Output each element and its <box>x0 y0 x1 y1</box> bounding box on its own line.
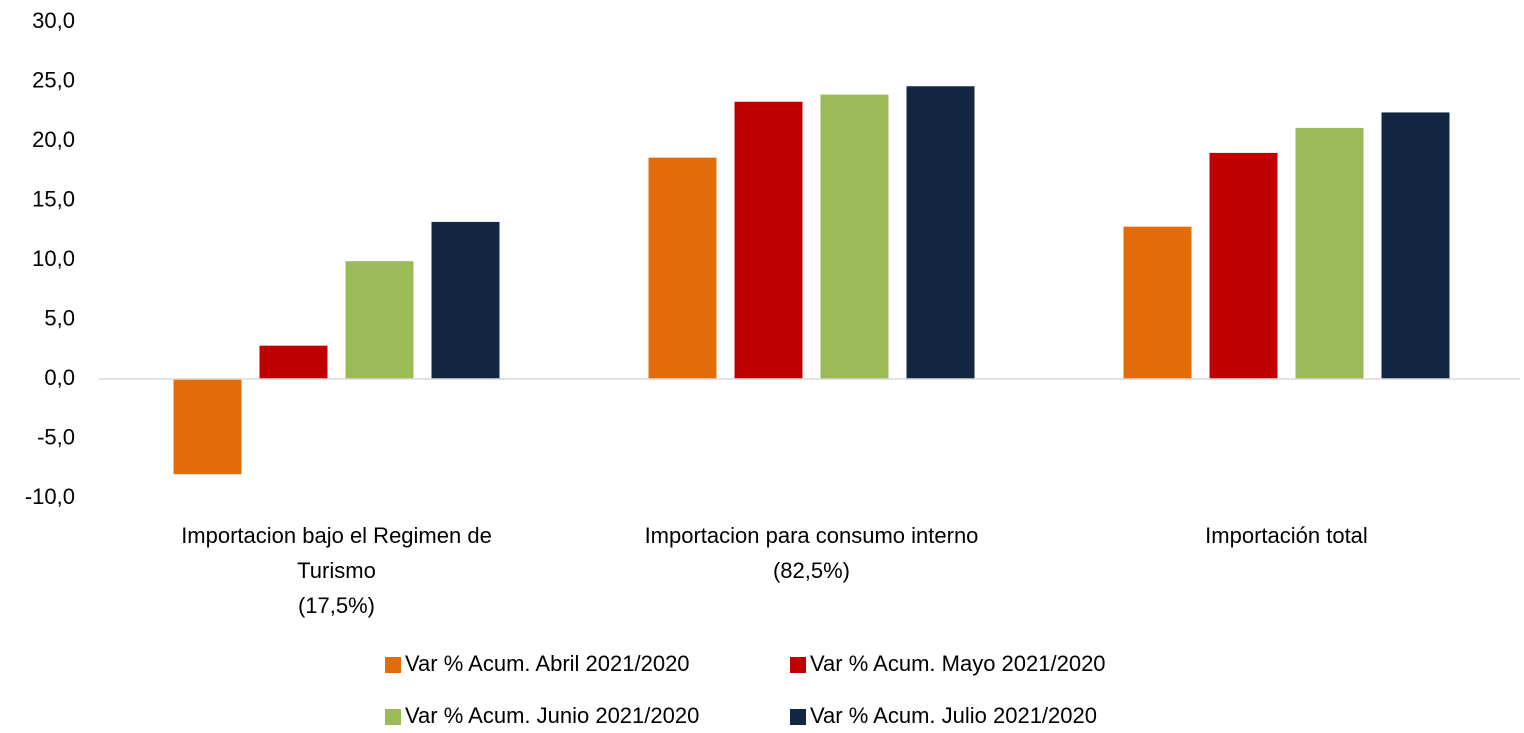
bar <box>1123 226 1192 379</box>
bar <box>906 86 975 379</box>
x-tick-label: Importacion para consumo interno (82,5%) <box>645 523 979 583</box>
bar <box>431 221 500 379</box>
y-tick-label: 0,0 <box>44 365 75 390</box>
legend-label: Var % Acum. Abril 2021/2020 <box>405 651 690 676</box>
y-tick-label: 10,0 <box>32 246 75 271</box>
x-tick-label: Importación total <box>1205 523 1368 548</box>
y-tick-label: 20,0 <box>32 127 75 152</box>
y-tick-label: -5,0 <box>37 424 75 449</box>
legend-swatch <box>790 657 806 673</box>
x-tick-label: Importacion bajo el Regimen de Turismo (17… <box>181 523 492 618</box>
y-tick-label: 15,0 <box>32 186 75 211</box>
legend-swatch <box>385 657 401 673</box>
y-tick-label: -10,0 <box>25 484 75 509</box>
bar <box>173 379 242 475</box>
bar <box>734 101 803 379</box>
bar <box>1295 127 1364 379</box>
legend-label: Var % Acum. Junio 2021/2020 <box>405 703 699 728</box>
legend-label: Var % Acum. Mayo 2021/2020 <box>810 651 1106 676</box>
y-tick-label: 5,0 <box>44 305 75 330</box>
legend-swatch <box>790 709 806 725</box>
bar <box>259 345 328 379</box>
y-tick-label: 30,0 <box>32 8 75 33</box>
legend-label: Var % Acum. Julio 2021/2020 <box>810 703 1097 728</box>
y-tick-label: 25,0 <box>32 67 75 92</box>
bar <box>648 157 717 379</box>
bar <box>1209 152 1278 379</box>
bar <box>345 261 414 379</box>
bar <box>1381 112 1450 379</box>
legend-swatch <box>385 709 401 725</box>
bar <box>820 94 889 379</box>
